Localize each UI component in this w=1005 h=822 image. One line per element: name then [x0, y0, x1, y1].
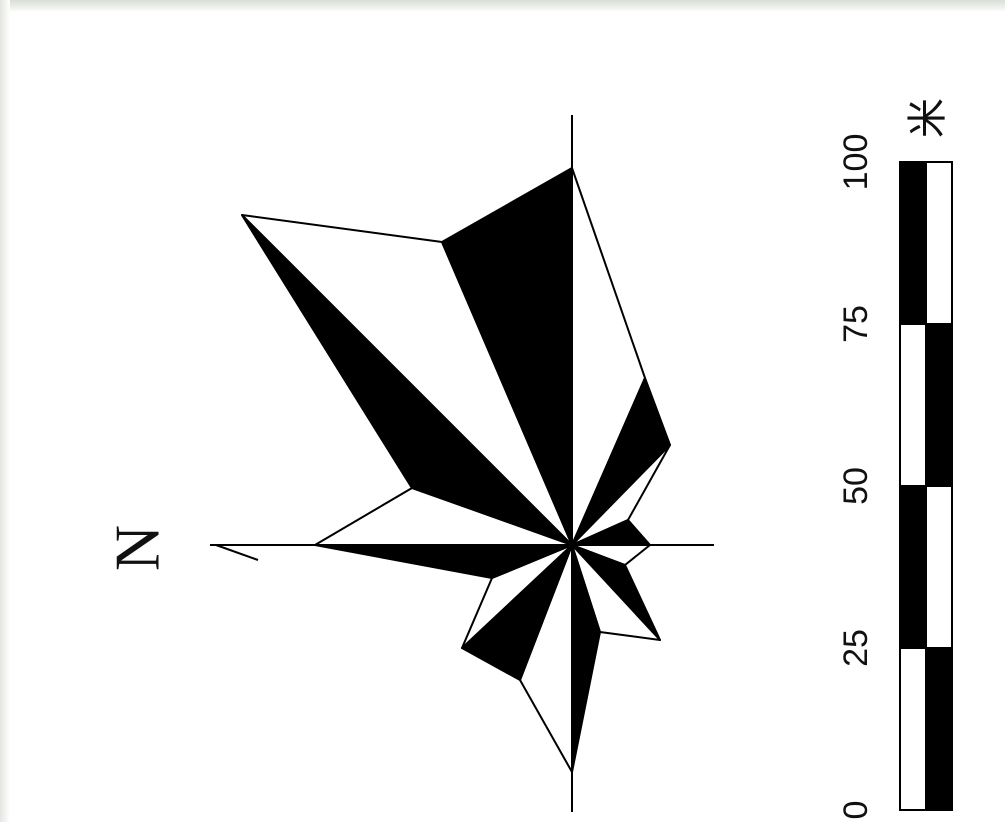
map-background-edge-top — [0, 0, 1005, 12]
scale-tick-25: 25 — [837, 629, 875, 667]
scale-segment-4-left — [899, 161, 927, 325]
scale-segment-2-left — [899, 485, 927, 649]
scale-segment-1-right — [925, 647, 953, 811]
scale-segment-3-right — [925, 323, 953, 487]
scale-tick-100: 100 — [837, 134, 875, 191]
scale-tick-labels: 0 25 50 75 100 米 — [837, 98, 951, 819]
scale-segment-4-right — [925, 161, 953, 325]
scale-segment-3-left — [899, 323, 927, 487]
north-arrow-barb — [215, 544, 259, 561]
scale-tick-50: 50 — [837, 467, 875, 505]
compass-axes — [258, 115, 714, 812]
scale-bar — [899, 161, 953, 811]
north-arrow: N — [102, 525, 259, 571]
scale-segment-2-right — [925, 485, 953, 649]
rose-petals — [241, 167, 671, 773]
map-background-edge-left — [0, 0, 10, 822]
scale-unit-label: 米 — [905, 98, 951, 138]
scale-tick-75: 75 — [837, 305, 875, 343]
scale-segment-1-left — [899, 647, 927, 811]
scale-tick-0: 0 — [837, 801, 875, 820]
north-label: N — [102, 525, 173, 571]
